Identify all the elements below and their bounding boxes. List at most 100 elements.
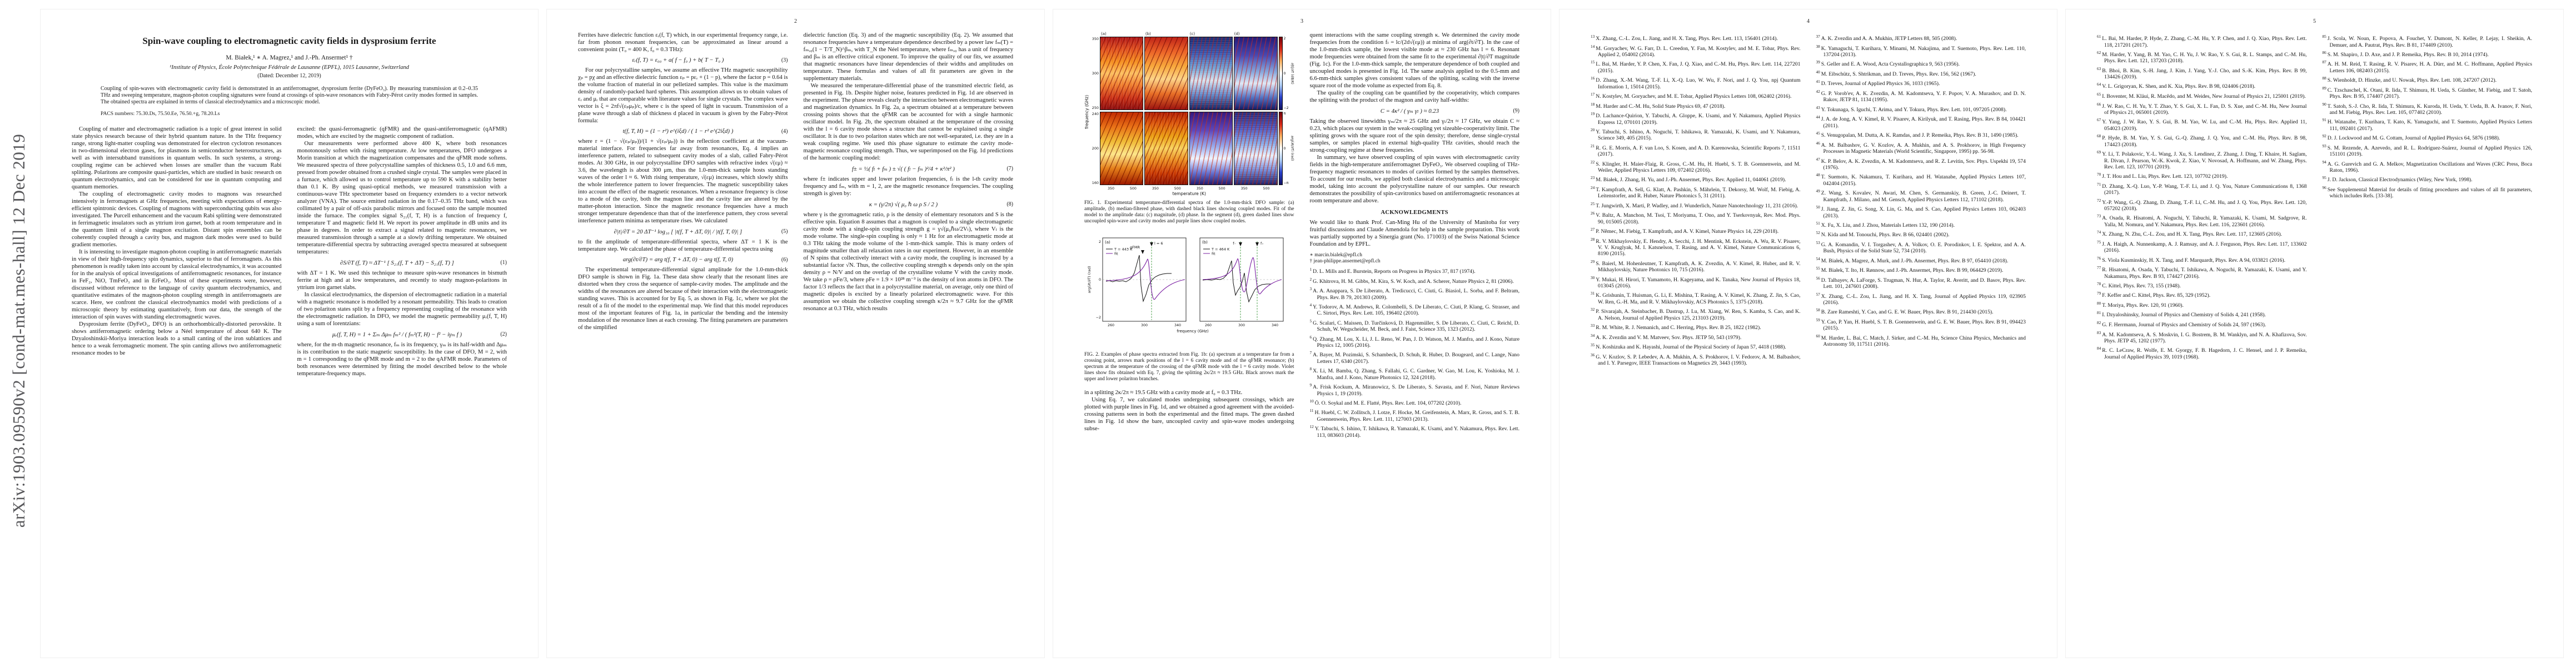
reference-number: 63 <box>2097 66 2101 71</box>
paragraph: The quality of the coupling can be quant… <box>1309 90 1520 103</box>
reference-number: 91 <box>2322 117 2326 123</box>
page3-col2: quent interactions with the same couplin… <box>1310 32 1520 440</box>
page-3: 3 (a) (b) (c) (d) frequency (GHz) <box>1053 9 1551 658</box>
panel-letter: (b) <box>1202 240 1208 245</box>
reference-item: 81 I. Dzyaloshinsky, Journal of Physics a… <box>2097 310 2307 318</box>
reference-number: 65 <box>2097 92 2101 97</box>
reference-text: F. Keffer and C. Kittel, Phys. Rev. 85, … <box>2102 292 2211 299</box>
heatmap-panel <box>1189 112 1233 185</box>
reference-number: 44 <box>1816 115 1820 120</box>
page5-col2: 85 J. Scola, W. Noun, E. Popova, A. Fouch… <box>2323 32 2533 361</box>
footnote-email: ∗ marcin.bialek@epfl.ch <box>1309 252 1362 258</box>
reference-item: 1 D. L. Mills and E. Burstein, Reports on… <box>1310 266 1520 275</box>
reference-item: 94 A. G. Gurevich and G. A. Melkov, Magne… <box>2323 159 2533 174</box>
equation-9: C = 4κ² / ( γₘ γₗ ) ≈ 0.23 (9) <box>1310 107 1519 115</box>
reference-item: 8 X. Li, M. Bamba, Q. Zhang, S. Fallahi, … <box>1310 366 1520 381</box>
paragraph: to fit the amplitude of temperature-diff… <box>578 239 788 252</box>
reference-item: 93 S. M. Rezende, A. Azevedo, and R. L. R… <box>2323 143 2533 158</box>
paragraph: where γ is the gyromagnetic ratio, ρ is … <box>803 212 1014 312</box>
annotation-cavity-mode: l = 6 <box>1154 241 1163 246</box>
reference-item: 77 R. Hisatomi, A. Osada, Y. Tabuchi, T. … <box>2097 265 2307 280</box>
references-list: 37 A. K. Zvezdin and A. A. Mukhin, JETP L… <box>1816 33 2026 348</box>
reference-text: Y. Todorov, A. M. Andrews, R. Colombelli… <box>1313 304 1519 317</box>
reference-item: 69 Y. Li, T. Polakovic, Y.-L. Wang, J. Xu… <box>2097 149 2307 170</box>
date-line: (Dated: December 12, 2019) <box>257 73 321 79</box>
reference-item: 53 G. A. Komandin, V. I. Torgashev, A. A.… <box>1816 240 2026 255</box>
reference-number: 68 <box>2097 133 2101 139</box>
reference-text: A. H. M. Reid, T. Rasing, R. V. Pisarev,… <box>2327 61 2532 74</box>
reference-item: 63 B. Bhoi, B. Kim, S.-H. Jang, J. Kim, J… <box>2097 66 2307 81</box>
paragraph: It is interesting to investigate magnon-… <box>72 249 282 320</box>
reference-text: T. Satoh, S.-J. Cho, R. Iida, T. Shimura… <box>2327 103 2532 116</box>
panel-letter: (a) <box>1101 32 1107 36</box>
reference-number: 76 <box>2097 255 2101 261</box>
panel-letter: (a) <box>1105 240 1110 245</box>
reference-number: 35 <box>1591 342 1595 348</box>
reference-number: 30 <box>1591 275 1595 280</box>
reference-number: 96 <box>2322 185 2326 190</box>
reference-number: 37 <box>1816 34 1820 39</box>
reference-text: P. Hyde, B. M. Yao, Y. S. Gui, G.-Q. Zha… <box>2102 135 2307 148</box>
figure-2-x-axis-label: frequency (GHz) <box>1177 329 1208 334</box>
x-tick-labels: 350 500 350 500 350 500 350 500 <box>1107 187 1270 191</box>
reference-number: 93 <box>2322 143 2326 148</box>
heatmap-panel <box>1234 112 1278 185</box>
reference-number: 53 <box>1816 240 1820 245</box>
reference-item: 62 M. Harder, Y. Yang, B. M. Yao, C. H. Y… <box>2097 49 2307 64</box>
equation-body: arg(∂t/∂T) = arg t(f, T + ΔT, 0) − arg t… <box>622 256 734 263</box>
reference-item: 76 S. Viola Kusminskiy, H. X. Tang, and F… <box>2097 255 2307 264</box>
reference-text: M. Białek, J. Zhang, H. Yu, and J.-Ph. A… <box>1596 177 1786 183</box>
paragraph: Our measurements were performed above 40… <box>297 141 507 255</box>
page3-col1: (a) (b) (c) (d) frequency (GHz) 350 300 25… <box>1084 32 1294 440</box>
page4-columns: 13 X. Zhang, C.-L. Zou, L. Jiang, and H. … <box>1591 32 2026 368</box>
reference-number: 1 <box>1309 267 1312 272</box>
reference-item: 27 P. Němec, M. Fiebig, T. Kampfrath, and… <box>1591 226 1801 235</box>
reference-item: 58 B. Zare Rameshti, Y. Cao, and G. E. W.… <box>1816 307 2026 316</box>
reference-number: 5 <box>1309 318 1312 323</box>
equation-5: ∂|t|/∂T = 20 ΔT⁻¹ log₁₀ [ |t(f, T + ΔT, … <box>578 228 788 235</box>
reference-text: L. Bai, M. Harder, Y. P. Chen, X. Fan, J… <box>1596 61 1801 74</box>
panel-letter: (d) <box>1234 32 1240 36</box>
reference-item: 49 Z. Wang, S. Kovalev, N. Awari, M. Chen… <box>1816 188 2026 203</box>
colorbar-tick-labels: 2 0 −2 <box>1283 37 1289 110</box>
reference-number: 14 <box>1591 43 1595 49</box>
reference-number: 71 <box>2097 181 2101 187</box>
reference-text: S. Baierl, M. Hohenleutner, T. Kampfrath… <box>1596 261 1801 273</box>
reference-number: 57 <box>1816 291 1820 297</box>
paragraph: For our polycrystalline samples, we assu… <box>578 67 788 124</box>
paragraph: with ΔT = 1 K. We used this technique to… <box>297 270 507 291</box>
reference-text: R. C. LeCraw, R. Wolfe, E. M. Gyorgy, F.… <box>2102 347 2307 360</box>
reference-number: 27 <box>1591 227 1595 232</box>
reference-text: A. G. Gurevich and G. A. Melkov, Magneti… <box>2327 161 2532 174</box>
equation-body: μᵣ(f, T, H) = 1 + Σₘ Δμₘ fₘ² / ( fₘ²(T, … <box>332 331 462 338</box>
reference-text: S. M. Shapiro, J. D. Axe, and J. P. Reme… <box>2327 52 2489 58</box>
reference-item: 30 Y. Mukai, H. Hirori, T. Yamamoto, H. K… <box>1591 275 1801 290</box>
figure-1-row-bottom: 240 200 160 π 0 −π <box>1090 112 1294 185</box>
reference-text: G. F. Herrmann, Journal of Physics and C… <box>2102 322 2266 328</box>
equation-6: arg(∂t/∂T) = arg t(f, T + ΔT, 0) − arg t… <box>578 256 788 263</box>
reference-text: J. A. de Jong, A. V. Kimel, R. V. Pisare… <box>1821 116 2026 129</box>
reference-text: T. Suemoto, K. Nakamura, T. Kurihara, an… <box>1821 174 2026 187</box>
reference-text: V. Baltz, A. Manchon, M. Tsoi, T. Moriya… <box>1596 212 1801 225</box>
reference-text: S. Klingler, H. Maier-Flaig, R. Gross, C… <box>1596 161 1801 174</box>
reference-text: R. M. White, R. J. Nemanich, and C. Herr… <box>1596 325 1761 331</box>
legend-entry: T = 443 K <box>1114 247 1133 252</box>
page1-columns: Coupling of matter and electromagnetic r… <box>72 126 507 377</box>
reference-number: 46 <box>1816 140 1820 146</box>
figure-1-caption: FIG. 1. Experimental temperature-differe… <box>1084 200 1294 224</box>
reference-text: G. Scalari, C. Maissen, D. Turčinková, D… <box>1313 320 1519 333</box>
reference-number: 13 <box>1591 34 1595 39</box>
reference-item: 67 Y. Yang, J. W. Rao, Y. S. Gui, B. M. Y… <box>2097 117 2307 132</box>
fit-curve <box>1202 257 1282 295</box>
svg-text:−2: −2 <box>1095 316 1100 320</box>
reference-item: 52 N. Kida and M. Tonouchi, Phys. Rev. B … <box>1816 230 2026 238</box>
annotation-lower-polariton: f₋ <box>1233 241 1236 246</box>
reference-item: 55 M. Białek, T. Ito, H. Rønnow, and J.-P… <box>1816 265 2026 274</box>
reference-text: See Supplemental Material for details of… <box>2327 187 2532 200</box>
reference-text: A. Bayer, M. Pozimski, S. Schambeck, D. … <box>1313 352 1519 365</box>
reference-text: M. Eibschütz, S. Shtrikman, and D. Treve… <box>1821 71 1976 78</box>
reference-text: S. M. Rezende, A. Azevedo, and R. L. Rod… <box>2327 145 2532 158</box>
legend-entry: T = 464 K <box>1211 247 1230 252</box>
reference-text: D. J. Lockwood and M. G. Cottam, Journal… <box>2327 135 2500 142</box>
